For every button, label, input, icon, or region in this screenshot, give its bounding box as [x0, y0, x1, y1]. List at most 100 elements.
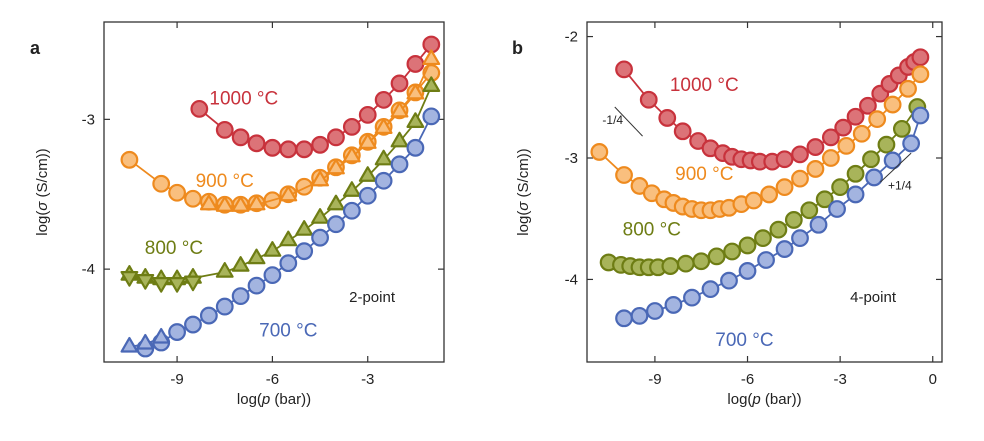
panel-a-data-point-triangle: [422, 49, 441, 66]
panel-a-data-point: [327, 128, 345, 147]
panel-a-data-point: [422, 107, 441, 126]
panel-a-series-label: 800 °C: [145, 238, 203, 259]
panel-a-data-point: [295, 242, 314, 261]
panel-b-x-tick-label: -9: [648, 371, 661, 388]
panel-b-data-point: [868, 110, 887, 129]
panel-b-slope-label: +1/4: [888, 179, 912, 193]
panel-b-data-point: [815, 190, 834, 209]
panel-b-data-point: [859, 96, 877, 115]
panel-a-data-point: [279, 254, 298, 273]
panel-b-series-label: 900 °C: [675, 164, 733, 185]
panel-b-data-point: [846, 164, 865, 183]
panel-a-data-point: [374, 171, 393, 190]
panel-b-data-point: [791, 145, 809, 164]
panel-a-series-label: 900 °C: [196, 171, 254, 192]
panel-a-data-point: [327, 215, 345, 234]
panel-b-data-point: [738, 262, 757, 280]
panel-b-data-point: [775, 150, 794, 169]
panel-a-data-point-triangle: [120, 336, 139, 353]
panel-b-data-point: [664, 296, 683, 314]
panel-a-data-point-triangle: [342, 181, 361, 197]
panel-b-data-point: [673, 122, 692, 141]
panel-b-data-point: [775, 240, 794, 258]
panel-b-data-point: [769, 220, 788, 239]
panel-a-data-point: [190, 99, 209, 118]
panel-b-letter: b: [512, 38, 523, 58]
panel-a-data-point: [152, 174, 171, 193]
panel-b-data-point: [754, 229, 772, 248]
panel-a-data-point: [390, 155, 409, 174]
panel-b-data-point: [852, 124, 871, 143]
panel-a-data-point: [406, 55, 425, 73]
panel-a-data-point: [295, 177, 314, 196]
panel-a-data-point-triangle: [136, 333, 155, 350]
panel-a-method-label: 2-point: [349, 289, 396, 306]
panel-b-data-point: [615, 166, 633, 184]
panel-b-data-point: [757, 251, 775, 269]
panel-b-y-tick-label: -3: [565, 150, 578, 167]
panel-b-data-point: [646, 302, 664, 320]
panel-a-x-tick-label: -3: [361, 371, 374, 388]
panel-b-y-axis-label: log(σ (S/cm)): [515, 148, 532, 235]
panel-b-data-point: [806, 160, 825, 178]
panel-b-data-point: [744, 191, 763, 210]
panel-b-series-3: [615, 106, 930, 328]
panel-a-y-axis-label: log(σ (S/cm)): [34, 148, 51, 235]
panel-b-data-point: [821, 149, 840, 167]
panel-a-data-point-triangle: [199, 194, 218, 211]
panel-a-letter: a: [30, 38, 41, 58]
panel-b-data-point: [865, 168, 883, 187]
panel-b-data-point: [809, 215, 828, 234]
panel-a-data-point: [406, 138, 425, 157]
panel-a-data-point-triangle: [231, 256, 250, 272]
panel-a-data-point-triangle: [263, 241, 282, 257]
panel-a-series-label: 1000 °C: [209, 88, 278, 109]
panel-b-x-tick-label: 0: [929, 371, 937, 388]
panel-b-data-point: [738, 236, 757, 255]
panel-b-x-tick-label: -3: [833, 371, 846, 388]
panel-a-data-point: [168, 183, 186, 202]
panel-b-data-point: [590, 143, 609, 161]
panel-b-data-point: [877, 135, 896, 154]
panel-a-data-point-triangle: [374, 149, 393, 166]
panel-a-data-point-triangle: [358, 166, 377, 182]
panel-a-data-point: [199, 306, 218, 325]
panel-b-series-2: [599, 98, 927, 277]
panel-b-data-point: [862, 150, 880, 169]
panel-a-data-point-triangle: [215, 262, 234, 278]
panel-b-x-axis-label: log(p (bar)): [727, 391, 801, 408]
panel-b-data-point: [899, 79, 917, 98]
panel-b-data-point: [911, 48, 930, 67]
panel-a: a -9 -6 -3 -4 -3 log(p (bar)) log(σ (S/cm)) 1000…: [30, 21, 445, 408]
panel-b-x-tick-label: -6: [741, 371, 754, 388]
panel-b-data-point: [911, 65, 930, 84]
panel-b-data-point: [760, 185, 779, 204]
panel-a-data-point: [342, 117, 361, 136]
panel-a-data-point: [231, 287, 250, 305]
panel-a-x-tick-label: -6: [266, 371, 279, 388]
panel-a-series-4: [120, 271, 202, 293]
panel-a-data-point: [168, 323, 186, 341]
panel-a-data-point-triangle: [247, 194, 266, 211]
panel-b-series-label: 700 °C: [715, 330, 773, 351]
panel-a-series-2: [199, 49, 441, 212]
panel-b-data-point: [676, 254, 695, 273]
panel-a-data-point-triangle: [327, 194, 345, 211]
panel-a-data-point-triangle: [215, 196, 234, 212]
panel-b-data-point: [615, 309, 633, 328]
panel-b-data-point: [883, 151, 902, 170]
panel-a-data-point: [263, 266, 282, 285]
panel-a-data-point-triangle: [390, 101, 409, 118]
panel-b-data-point: [630, 306, 649, 325]
panel-a-data-point: [184, 189, 202, 208]
panel-b-data-point: [791, 169, 809, 188]
panel-a-data-point-triangle: [422, 76, 441, 93]
panel-a-data-point: [120, 150, 139, 169]
panel-b-data-point: [707, 247, 726, 266]
panel-a-data-point: [358, 105, 377, 124]
panel-b-data-point: [615, 60, 633, 79]
panel-b-slope-line: [614, 106, 643, 137]
panel-a-series-1: [120, 64, 441, 214]
panel-a-series-6: [120, 327, 171, 353]
panel-a-data-point: [342, 201, 361, 220]
